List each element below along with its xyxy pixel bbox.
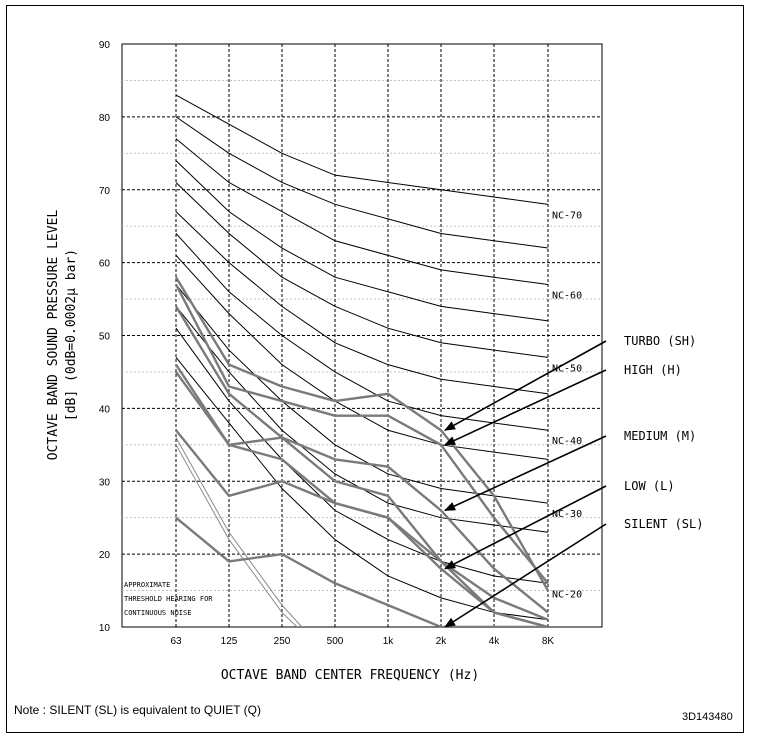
x-tick-label: 1k <box>383 636 395 647</box>
x-axis-label: OCTAVE BAND CENTER FREQUENCY (Hz) <box>221 668 479 683</box>
x-tick-label: 63 <box>170 636 182 647</box>
figure-frame <box>6 5 744 733</box>
callout-label: SILENT (SL) <box>624 517 703 531</box>
nc-curve <box>175 357 549 621</box>
nc-curve <box>175 284 549 504</box>
y-tick-label: 10 <box>99 623 111 634</box>
x-tick-label: 500 <box>327 636 344 647</box>
y-tick-label: 30 <box>99 477 111 488</box>
nc-curve <box>175 160 549 322</box>
callout-arrow <box>444 485 607 570</box>
nc-curve-label: NC-70 <box>552 210 582 221</box>
nc-curve-label: NC-40 <box>552 436 582 447</box>
y-tick-label: 50 <box>99 332 111 343</box>
callout-label: HIGH (H) <box>624 363 682 377</box>
fan-mode-series-line <box>175 371 549 627</box>
y-tick-label: 70 <box>99 186 111 197</box>
threshold-curve <box>175 437 303 627</box>
threshold-curve <box>175 444 298 627</box>
footnote: Note : SILENT (SL) is equivalent to QUIE… <box>14 703 261 717</box>
nc-curve <box>175 211 549 395</box>
x-tick-label: 8K <box>542 636 555 647</box>
nc-curve-label: NC-60 <box>552 290 582 301</box>
x-tick-label: 4k <box>489 636 501 647</box>
nc-curve-label: NC-20 <box>552 589 582 600</box>
y-tick-label: 80 <box>99 113 111 124</box>
fan-mode-series-line <box>175 516 548 627</box>
callout-arrow <box>444 523 607 628</box>
x-tick-label: 250 <box>274 636 291 647</box>
figure-code: 3D143480 <box>682 711 733 723</box>
fan-mode-series-line <box>174 283 549 585</box>
callout-label: LOW (L) <box>624 479 675 493</box>
threshold-label: CONTINUOUS NOISE <box>124 609 191 617</box>
fan-mode-series-line <box>174 276 550 592</box>
callout-arrow <box>444 340 607 431</box>
threshold-label: APPROXIMATE <box>124 581 170 589</box>
threshold-label: THRESHOLD HEARING FOR <box>124 595 213 603</box>
fan-mode-series-line <box>174 305 549 614</box>
nc-curve <box>175 233 549 431</box>
x-tick-label: 2k <box>436 636 448 647</box>
nc-curve-label: NC-30 <box>552 509 582 520</box>
callout-label: MEDIUM (M) <box>624 429 696 443</box>
fan-mode-series-line <box>175 429 549 621</box>
nc-curve <box>175 306 549 533</box>
nc-curve <box>175 116 549 249</box>
nc-curve <box>175 138 549 285</box>
nc-curve <box>175 182 549 358</box>
nc-curve <box>175 327 549 584</box>
y-tick-label: 20 <box>99 550 111 561</box>
y-axis-unit-label: [dB] (0dB=0.0002μ bar) <box>64 249 79 421</box>
y-tick-label: 40 <box>99 404 111 415</box>
callout-arrow <box>443 369 607 446</box>
nc-curve <box>175 94 549 205</box>
y-tick-label: 90 <box>99 40 111 51</box>
nc-curve-label: NC-50 <box>552 363 582 374</box>
nc-curve <box>175 255 549 460</box>
callout-label: TURBO (SH) <box>624 334 696 348</box>
y-axis-label: OCTAVE BAND SOUND PRESSURE LEVEL <box>46 210 61 461</box>
x-tick-label: 125 <box>221 636 238 647</box>
callout-arrow <box>443 435 607 512</box>
y-tick-label: 60 <box>99 259 111 270</box>
